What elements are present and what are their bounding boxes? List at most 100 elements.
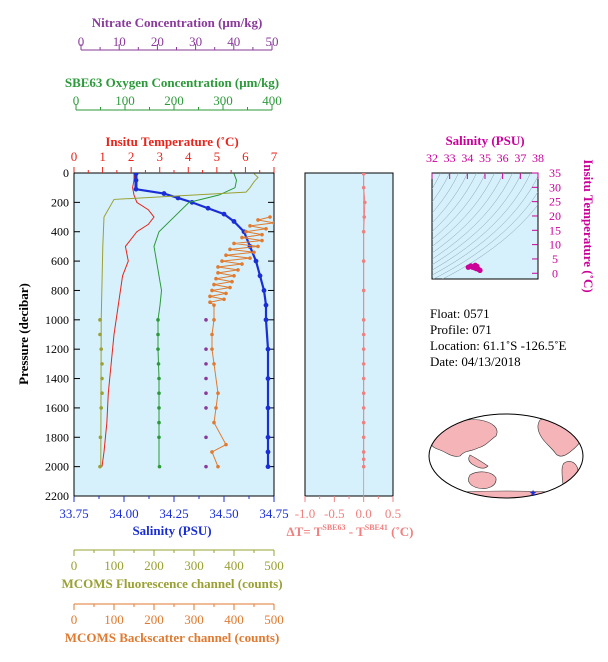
sbe63-oxygen-samples-point bbox=[157, 464, 162, 469]
salinity-axis-tick-label: 33.75 bbox=[59, 506, 88, 521]
mcoms-backscatter-point bbox=[214, 406, 218, 410]
salinity-point bbox=[257, 273, 263, 279]
mcoms-backscatter-point bbox=[224, 253, 228, 258]
mcoms-backscatter-point bbox=[244, 229, 248, 234]
salinity-point bbox=[265, 464, 271, 470]
mcoms-fluorescence-samples-point bbox=[100, 376, 104, 381]
mcoms-backscatter-point bbox=[260, 238, 264, 243]
fluorescence-axis-tick-label: 100 bbox=[104, 558, 124, 573]
mcoms-backscatter-point bbox=[210, 347, 214, 351]
ts-density-contour bbox=[432, 173, 531, 271]
nitrate-point bbox=[204, 435, 208, 440]
oxygen-axis-tick-label: 200 bbox=[164, 93, 184, 108]
oxygen-axis-tick-label: 0 bbox=[73, 93, 80, 108]
sbe63-oxygen-samples-point bbox=[156, 347, 160, 351]
t-point bbox=[361, 332, 366, 337]
temperature-axis-tick-label: 3 bbox=[156, 149, 163, 164]
t-point bbox=[361, 362, 366, 366]
mcoms-backscatter-point bbox=[224, 442, 228, 447]
mcoms-backscatter-point bbox=[224, 291, 228, 296]
oxygen-axis-tick-label: 100 bbox=[115, 93, 135, 108]
mcoms-fluorescence-samples-point bbox=[98, 464, 102, 469]
fluorescence-axis-tick-label: 300 bbox=[184, 558, 204, 573]
nitrate-axis-tick-label: 30 bbox=[189, 34, 202, 49]
ts-density-contour bbox=[442, 204, 538, 279]
backscatter-axis-tick-label: 200 bbox=[144, 612, 164, 627]
float-info: Float: 0571 Profile: 071 Location: 61.1˚… bbox=[430, 306, 567, 369]
t-point bbox=[361, 376, 366, 381]
ts-temperature-tick-label: 15 bbox=[549, 223, 561, 237]
mcoms-backscatter-point bbox=[212, 362, 216, 366]
nitrate-axis-title: Nitrate Concentration (μm/kg) bbox=[92, 15, 263, 30]
salinity-axis-tick-label: 34.25 bbox=[159, 506, 188, 521]
ts-temperature-tick-label: 30 bbox=[549, 180, 561, 194]
temperature-axis-tick-label: 0 bbox=[71, 149, 78, 164]
ts-salinity-tick-label: 34 bbox=[461, 151, 473, 165]
ts-temperature-tick-label: 25 bbox=[549, 195, 561, 209]
sbe63-oxygen-samples-point bbox=[157, 376, 161, 381]
ts-density-contour bbox=[432, 173, 486, 240]
mcoms-backscatter-point bbox=[210, 450, 214, 454]
delta-t-axis-title: ΔT= TSBE63 - TSBE41 (˚C) bbox=[286, 523, 413, 539]
temperature-axis-tick-label: 2 bbox=[128, 149, 135, 164]
mcoms-backscatter-point bbox=[212, 303, 216, 307]
t-point bbox=[361, 318, 366, 322]
ts-salinity-tick-label: 33 bbox=[444, 151, 456, 165]
nitrate-point bbox=[204, 406, 208, 410]
ts-salinity-title: Salinity (PSU) bbox=[445, 133, 524, 148]
location: Location: 61.1˚S -126.5˚E bbox=[430, 338, 567, 353]
temperature-axis-tick-label: 7 bbox=[271, 149, 278, 164]
ts-density-contour bbox=[433, 191, 538, 279]
nitrate-point bbox=[204, 362, 208, 366]
salinity-point bbox=[231, 219, 237, 224]
delta-t-unit: (˚C) bbox=[388, 524, 414, 539]
pressure-axis-tick-label: 1600 bbox=[45, 401, 69, 415]
t-point bbox=[361, 420, 366, 425]
mcoms-backscatter-point bbox=[210, 332, 214, 337]
ts-salinity-tick-label: 36 bbox=[497, 151, 509, 165]
salinity-point bbox=[263, 302, 269, 308]
nitrate-point bbox=[204, 347, 208, 351]
mcoms-backscatter-point bbox=[220, 259, 224, 263]
t-point bbox=[361, 391, 366, 396]
mcoms-backscatter-point bbox=[216, 464, 220, 469]
world-map: ★ bbox=[428, 413, 584, 499]
ts-salinity-tick-label: 35 bbox=[479, 151, 491, 165]
t-point bbox=[361, 464, 366, 469]
pressure-axis-title: Pressure (decibar) bbox=[16, 283, 31, 385]
insitu-temperature-line bbox=[101, 173, 155, 467]
map-outline bbox=[428, 413, 584, 499]
fluorescence-axis-tick-label: 400 bbox=[224, 558, 244, 573]
mcoms-backscatter-point bbox=[248, 256, 252, 260]
t-point bbox=[361, 259, 366, 263]
t-point bbox=[361, 185, 366, 190]
mcoms-backscatter-point bbox=[252, 250, 256, 255]
oxygen-axis-tick-label: 400 bbox=[262, 93, 282, 108]
oxygen-axis: SBE63 Oxygen Concentration (μm/kg) 0 100 2… bbox=[65, 75, 282, 111]
pressure-axis-tick-label: 800 bbox=[51, 283, 69, 297]
fluorescence-axis-title: MCOMS Fluorescence channel (counts) bbox=[61, 576, 282, 591]
salinity-axis-title: Salinity (PSU) bbox=[132, 523, 211, 538]
mcoms-backscatter-point bbox=[240, 235, 244, 240]
delta-t-plot-background bbox=[304, 172, 394, 497]
sbe63-oxygen-samples-point bbox=[157, 420, 161, 425]
mcoms-backscatter-point bbox=[212, 420, 216, 425]
profile-plot: Insitu Temperature (˚C) 0 1 2 3 4 5 6 7 33.75 34… bbox=[16, 134, 393, 538]
pressure-axis-tick-label: 600 bbox=[51, 254, 69, 268]
ts-diagram: Salinity (PSU) 32 33 34 35 36 37 3805101520253… bbox=[426, 133, 596, 293]
backscatter-axis-tick-label: 400 bbox=[224, 612, 244, 627]
mcoms-fluorescence-samples-point bbox=[98, 332, 102, 337]
ts-temperature-tick-label: 10 bbox=[549, 238, 561, 252]
float-location-marker: ★ bbox=[529, 488, 537, 498]
t-point bbox=[361, 229, 366, 234]
pressure-axis-tick-label: 1800 bbox=[45, 430, 69, 444]
sbe63-oxygen-samples-point bbox=[157, 435, 161, 440]
salinity-point bbox=[253, 258, 259, 264]
salinity-point bbox=[161, 191, 167, 196]
backscatter-axis-tick-label: 0 bbox=[71, 612, 78, 627]
t-point bbox=[361, 173, 366, 176]
ts-temperature-tick-label: 35 bbox=[549, 166, 561, 180]
delta-t-axis-tick-label: -1.0 bbox=[295, 506, 316, 521]
ts-salinity-tick-label: 38 bbox=[532, 151, 544, 165]
sbe63-oxygen-samples-point bbox=[156, 332, 160, 337]
